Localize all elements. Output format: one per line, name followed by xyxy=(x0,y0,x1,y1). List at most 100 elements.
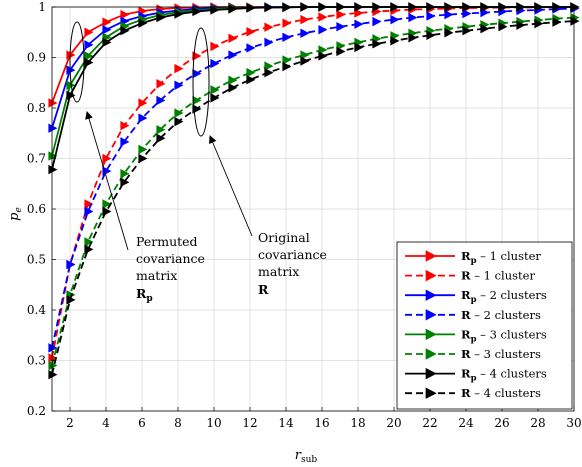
legend-label: R – 4 clusters xyxy=(461,386,541,400)
series-point xyxy=(372,16,382,27)
series-point xyxy=(48,123,58,133)
annotation-original-symbol: R xyxy=(258,282,269,297)
series-point xyxy=(48,343,58,353)
series-point xyxy=(84,199,94,209)
series-point xyxy=(84,244,94,255)
series-4 xyxy=(48,3,580,353)
y-axis-label: pe xyxy=(7,207,24,221)
series-point xyxy=(282,2,292,13)
series-point xyxy=(246,27,256,37)
series-point xyxy=(318,51,328,61)
series-point xyxy=(210,41,220,52)
series-point xyxy=(156,95,166,106)
series-point xyxy=(84,51,94,61)
legend-box xyxy=(396,241,573,410)
series-point xyxy=(354,8,364,18)
legend-label: R – 1 cluster xyxy=(461,269,535,283)
legend-item: R – 4 clusters xyxy=(405,386,541,400)
legend-item: Rp – 4 clusters xyxy=(405,367,547,384)
series-point xyxy=(48,98,58,108)
x-tick-label: 20 xyxy=(386,416,401,430)
legend-item: R – 1 cluster xyxy=(405,269,535,283)
series-point xyxy=(48,164,58,175)
y-tick-label: 0.7 xyxy=(27,152,46,166)
series-point xyxy=(372,39,382,49)
series-point xyxy=(138,113,148,123)
annotation-permuted-line-2: covariance xyxy=(136,251,205,266)
series-point xyxy=(480,24,490,34)
series-point xyxy=(120,26,130,36)
series-point xyxy=(264,2,274,13)
x-axis-label: rsub xyxy=(295,448,318,465)
series-point xyxy=(246,75,256,85)
series-point xyxy=(102,199,112,209)
series-8 xyxy=(48,16,580,380)
x-tick-label: 14 xyxy=(278,416,294,430)
annotation-original-line-2: covariance xyxy=(258,247,327,262)
legend-item: R – 2 clusters xyxy=(405,308,541,322)
series-point xyxy=(336,46,346,57)
legend-item: Rp – 3 clusters xyxy=(405,327,547,344)
series-point xyxy=(156,133,166,143)
series-point xyxy=(390,14,400,25)
series-point xyxy=(120,137,130,147)
series-point xyxy=(156,125,166,135)
legend-label: Rp – 2 clusters xyxy=(461,288,547,305)
series-point xyxy=(138,18,148,28)
series-point xyxy=(210,93,220,103)
series-point xyxy=(336,22,346,32)
series-point xyxy=(426,30,436,40)
x-tick-label: 10 xyxy=(206,416,221,430)
series-point xyxy=(156,79,166,89)
series-point xyxy=(282,32,292,42)
y-axis-label-subscript: e xyxy=(14,207,24,212)
y-tick-label: 0.4 xyxy=(27,303,46,317)
x-tick-label: 8 xyxy=(174,416,182,430)
series-point xyxy=(120,9,130,20)
x-tick-labels: 2 4 6 8 10 12 14 16 18 20 22 24 26 28 30 xyxy=(66,407,582,430)
series-point xyxy=(84,57,94,68)
y-tick-label: 0.2 xyxy=(27,404,46,418)
x-tick-label: 2 xyxy=(66,416,74,430)
series-point xyxy=(426,11,436,21)
series-point xyxy=(48,151,58,161)
series-point xyxy=(66,295,76,305)
annotation-permuted-arrow xyxy=(85,111,129,251)
series-point xyxy=(174,108,184,118)
series-point xyxy=(156,12,166,23)
legend-marker xyxy=(425,250,437,262)
y-tick-label: 0.5 xyxy=(27,253,46,267)
annotation-original-line-1: Original xyxy=(258,230,310,245)
annotation-permuted-ellipse xyxy=(69,21,85,103)
series-point xyxy=(444,28,454,38)
series-point xyxy=(174,116,184,127)
series-point xyxy=(516,20,526,30)
series-point xyxy=(300,50,310,60)
series-point xyxy=(192,51,202,61)
series-point xyxy=(102,153,112,164)
series-point xyxy=(246,3,256,13)
x-tick-label: 24 xyxy=(458,416,474,430)
series-point xyxy=(228,83,238,93)
x-tick-label: 18 xyxy=(350,416,365,430)
series-point xyxy=(192,95,202,106)
series-point xyxy=(138,98,148,108)
legend-item: Rp – 1 cluster xyxy=(405,249,541,266)
x-tick-label: 22 xyxy=(422,416,437,430)
series-point xyxy=(282,18,292,28)
annotation-original-ellipse xyxy=(192,27,210,137)
series-point xyxy=(174,9,184,19)
legend-label: R – 3 clusters xyxy=(461,347,541,361)
series-point xyxy=(66,90,76,101)
series-point xyxy=(300,56,310,66)
series-point xyxy=(336,9,346,20)
legend-label: R – 2 clusters xyxy=(461,308,541,322)
x-axis-label-subscript: sub xyxy=(301,455,317,465)
legend-label: Rp – 3 clusters xyxy=(461,327,547,344)
series-point xyxy=(120,168,130,179)
series-point xyxy=(552,17,562,27)
series-point xyxy=(318,25,328,35)
series-point xyxy=(192,6,202,17)
series-point xyxy=(264,37,274,48)
series-point xyxy=(120,177,130,187)
